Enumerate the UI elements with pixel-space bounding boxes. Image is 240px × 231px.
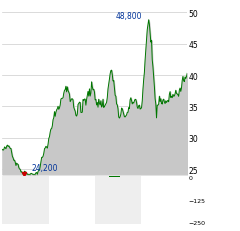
Bar: [115, 158, 116, 178]
Bar: [114, 143, 115, 178]
Text: 24,200: 24,200: [31, 164, 58, 173]
Bar: [2, 176, 48, 224]
Bar: [116, 150, 117, 178]
Bar: [113, 149, 114, 178]
Bar: [109, 147, 110, 178]
Bar: [119, 142, 120, 178]
Bar: [112, 155, 113, 178]
Bar: [110, 146, 111, 178]
Bar: [118, 137, 119, 178]
Bar: [117, 143, 118, 178]
Text: 48,800: 48,800: [115, 12, 142, 21]
Bar: [111, 147, 112, 178]
Bar: [95, 176, 141, 224]
